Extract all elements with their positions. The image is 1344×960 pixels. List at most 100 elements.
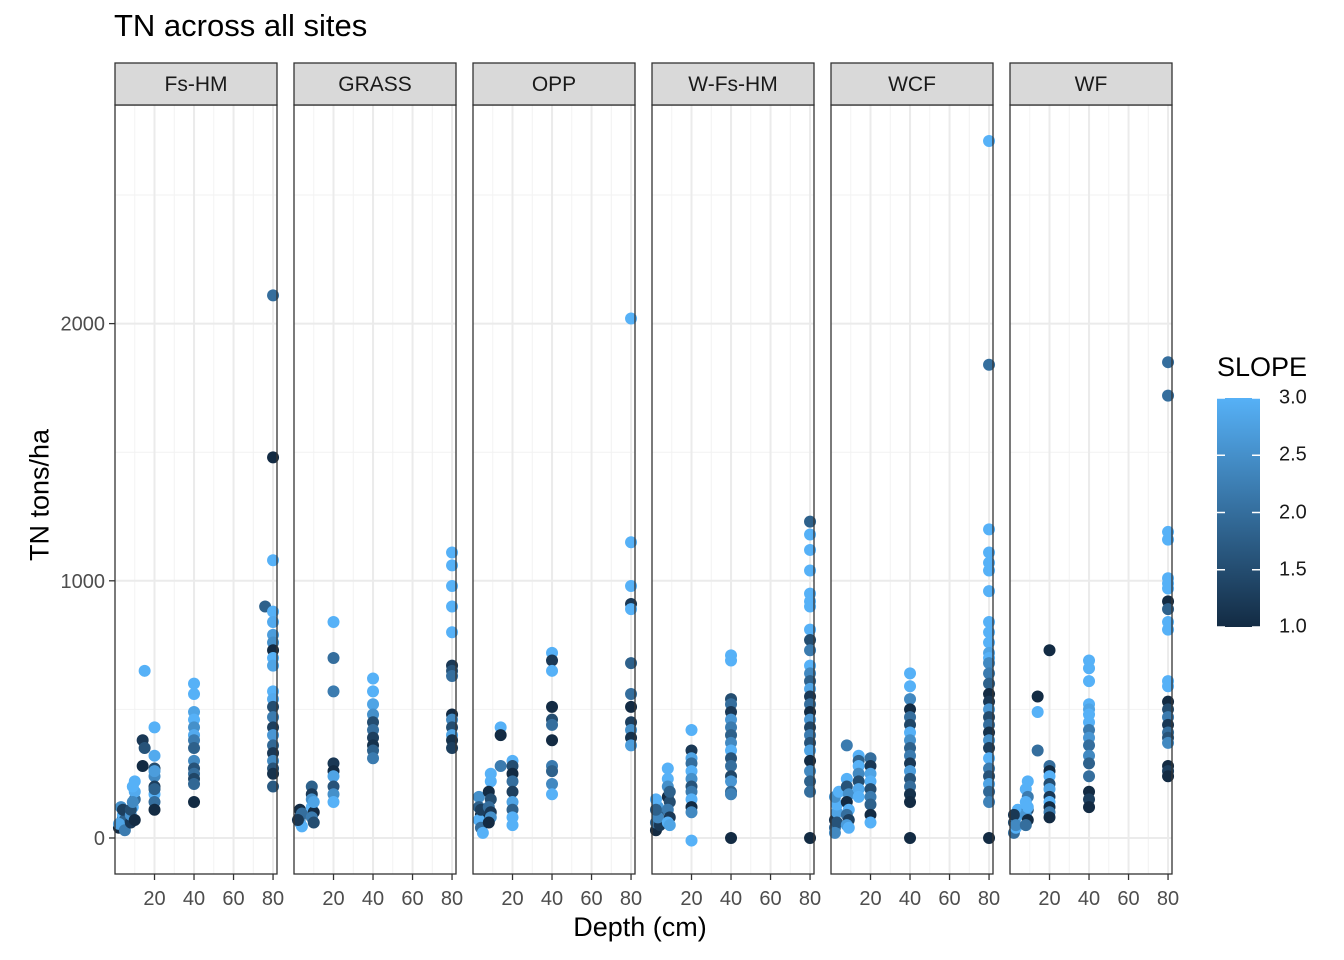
x-tick-label: 60 [580, 888, 602, 910]
y-axis-label: TN tons/ha [24, 428, 55, 562]
facet-panel-opp: OPP 20 40 60 80 [472, 62, 642, 910]
data-point [983, 752, 996, 765]
data-point [267, 554, 280, 567]
data-point [126, 795, 139, 808]
data-point [804, 515, 817, 528]
data-point [1031, 690, 1044, 703]
data-point [307, 816, 320, 829]
points-opp [472, 312, 638, 839]
legend-tick-label: 2.0 [1279, 501, 1307, 523]
data-point [1021, 801, 1034, 814]
data-point [625, 739, 638, 752]
data-point [1162, 770, 1175, 783]
data-point [983, 636, 996, 649]
x-tick-label: 40 [720, 888, 742, 910]
data-point [625, 657, 638, 670]
facet-strip-label: WF [1075, 73, 1108, 96]
data-point [484, 775, 497, 788]
x-tick-label: 80 [1157, 888, 1179, 910]
facet-panel-w-fs-hm: W-Fs-HM 20 40 60 80 [649, 62, 821, 910]
data-point [904, 680, 917, 693]
data-point [1162, 736, 1175, 749]
data-point [1043, 811, 1056, 824]
data-point [506, 775, 519, 788]
x-tick-label: 20 [1038, 888, 1060, 910]
data-point [804, 754, 817, 767]
data-point [482, 816, 495, 829]
data-point [804, 600, 817, 613]
data-point [546, 718, 559, 731]
data-point [663, 785, 676, 798]
data-point [291, 813, 304, 826]
x-tick-label: 80 [620, 888, 642, 910]
x-tick-label: 60 [759, 888, 781, 910]
data-point [446, 626, 459, 639]
data-point [546, 788, 559, 801]
data-point [725, 759, 738, 772]
facet-strip-label: Fs-HM [165, 73, 228, 96]
data-point [904, 795, 917, 808]
data-point [625, 687, 638, 700]
data-point [148, 783, 161, 796]
data-point [1083, 675, 1096, 688]
data-point [725, 654, 738, 667]
facet-strip [114, 62, 278, 106]
data-point [685, 723, 698, 736]
legend-tick-label: 3.0 [1279, 386, 1307, 409]
data-point [188, 677, 201, 690]
y-axis: 0 1000 2000 [61, 314, 115, 850]
panel-background [473, 105, 635, 874]
data-point [725, 775, 738, 788]
data-point [804, 644, 817, 657]
facet-strip [651, 62, 815, 106]
data-point [506, 785, 519, 798]
legend-tick-label: 2.5 [1279, 443, 1307, 466]
data-point [267, 711, 280, 724]
data-point [649, 793, 662, 806]
x-tick-label: 20 [322, 888, 344, 910]
x-tick-label: 20 [680, 888, 702, 910]
data-point [625, 536, 638, 549]
data-point [725, 831, 738, 844]
data-point [1083, 770, 1096, 783]
points-wf [1007, 356, 1175, 839]
facet-strip-label: W-Fs-HM [688, 73, 777, 96]
data-point [625, 700, 638, 713]
data-point [546, 700, 559, 713]
data-point [148, 765, 161, 778]
x-tick-label: 60 [401, 888, 423, 910]
data-point [983, 657, 996, 670]
data-point [267, 289, 280, 302]
points-w-fs-hm [649, 515, 817, 847]
data-point [138, 741, 151, 754]
data-point [983, 667, 996, 680]
data-point [725, 788, 738, 801]
data-point [804, 564, 817, 577]
data-point [1031, 705, 1044, 718]
data-point [494, 729, 507, 742]
data-point [1162, 623, 1175, 636]
data-point [546, 664, 559, 677]
data-point [904, 693, 917, 706]
data-point [267, 615, 280, 628]
data-point [267, 729, 280, 742]
data-point [685, 806, 698, 819]
data-point [983, 795, 996, 808]
data-point [804, 765, 817, 778]
data-point [327, 615, 340, 628]
x-tick-label: 40 [899, 888, 921, 910]
data-point [804, 543, 817, 556]
data-point [685, 834, 698, 847]
data-point [472, 790, 485, 803]
data-point [625, 579, 638, 592]
data-point [625, 312, 638, 325]
data-point [983, 358, 996, 371]
facet-strip-label: GRASS [338, 73, 412, 96]
data-point [804, 775, 817, 788]
x-tick-label: 80 [978, 888, 1000, 910]
data-point [804, 623, 817, 636]
data-point [1031, 744, 1044, 757]
data-point [1043, 644, 1056, 657]
points-wcf [828, 135, 996, 844]
x-tick-label: 40 [362, 888, 384, 910]
